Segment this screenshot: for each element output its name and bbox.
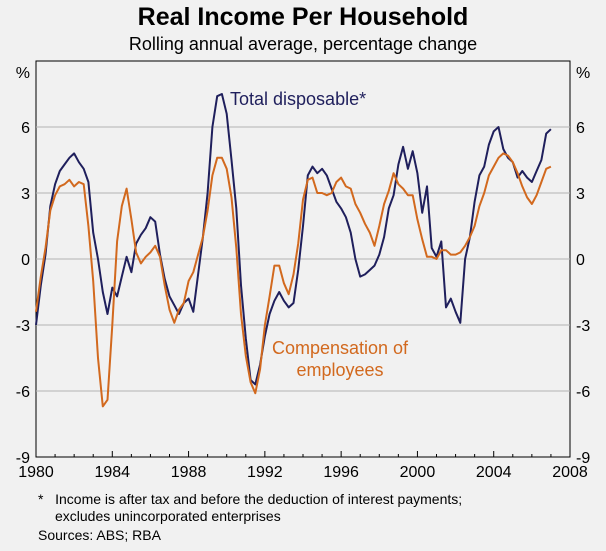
- sources: Sources: ABS; RBA: [38, 527, 161, 543]
- y-tick-label-right: -9: [576, 450, 590, 467]
- x-tick-label: 1992: [247, 464, 283, 481]
- y-tick-label-left: -9: [16, 450, 30, 467]
- y-tick-label-left: 0: [21, 252, 30, 269]
- compensation-label-line2: employees: [296, 360, 383, 380]
- x-tick-label: 1996: [323, 464, 359, 481]
- y-tick-label-right: -6: [576, 384, 590, 401]
- y-tick-label-right: -3: [576, 318, 590, 335]
- y-axis-unit-right: %: [576, 65, 590, 82]
- y-tick-label-left: -3: [16, 318, 30, 335]
- series-group: [35, 93, 552, 408]
- compensation-label-line1: Compensation of: [272, 338, 409, 358]
- y-tick-label-right: 3: [576, 186, 585, 203]
- y-tick-label-right: 0: [576, 252, 585, 269]
- x-tick-label: 2008: [552, 464, 588, 481]
- axis-labels: 6 6 3 3 0 0 -3 -3 -6 -6 -9 -9% % 1980 1984 1988 1992 1996…: [16, 65, 591, 481]
- y-tick-label-left: -6: [16, 384, 30, 401]
- chart-subtitle: Rolling annual average, percentage chang…: [128, 34, 478, 54]
- total-disposable-label: Total disposable*: [230, 89, 366, 109]
- gridlines: [35, 126, 571, 457]
- x-tick-label: 2000: [400, 464, 436, 481]
- footnote-line-1: * Income is after tax and before the ded…: [38, 491, 463, 507]
- x-tick-label: 1988: [171, 464, 207, 481]
- y-axis-unit-left: %: [16, 65, 30, 82]
- y-tick-label-left: 6: [21, 120, 30, 137]
- y-tick-label-left: 3: [21, 186, 30, 203]
- x-tick-label: 1980: [18, 464, 54, 481]
- series-line-total-disposable: [35, 93, 552, 386]
- x-tick-label: 2004: [476, 464, 512, 481]
- y-tick-label-right: 6: [576, 120, 585, 137]
- series-line-compensation: [35, 152, 552, 408]
- x-tick-label: 1984: [94, 464, 130, 481]
- chart-title: Real Income Per Household: [137, 3, 469, 31]
- footnote-line-2: excludes unincorporated enterprises: [55, 508, 281, 524]
